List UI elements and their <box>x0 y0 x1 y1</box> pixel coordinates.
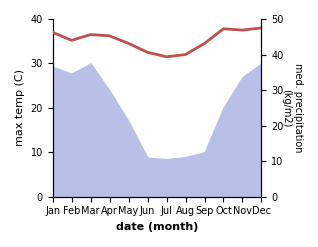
Y-axis label: max temp (C): max temp (C) <box>15 69 25 146</box>
Y-axis label: med. precipitation
(kg/m2): med. precipitation (kg/m2) <box>281 63 303 153</box>
X-axis label: date (month): date (month) <box>116 222 198 232</box>
